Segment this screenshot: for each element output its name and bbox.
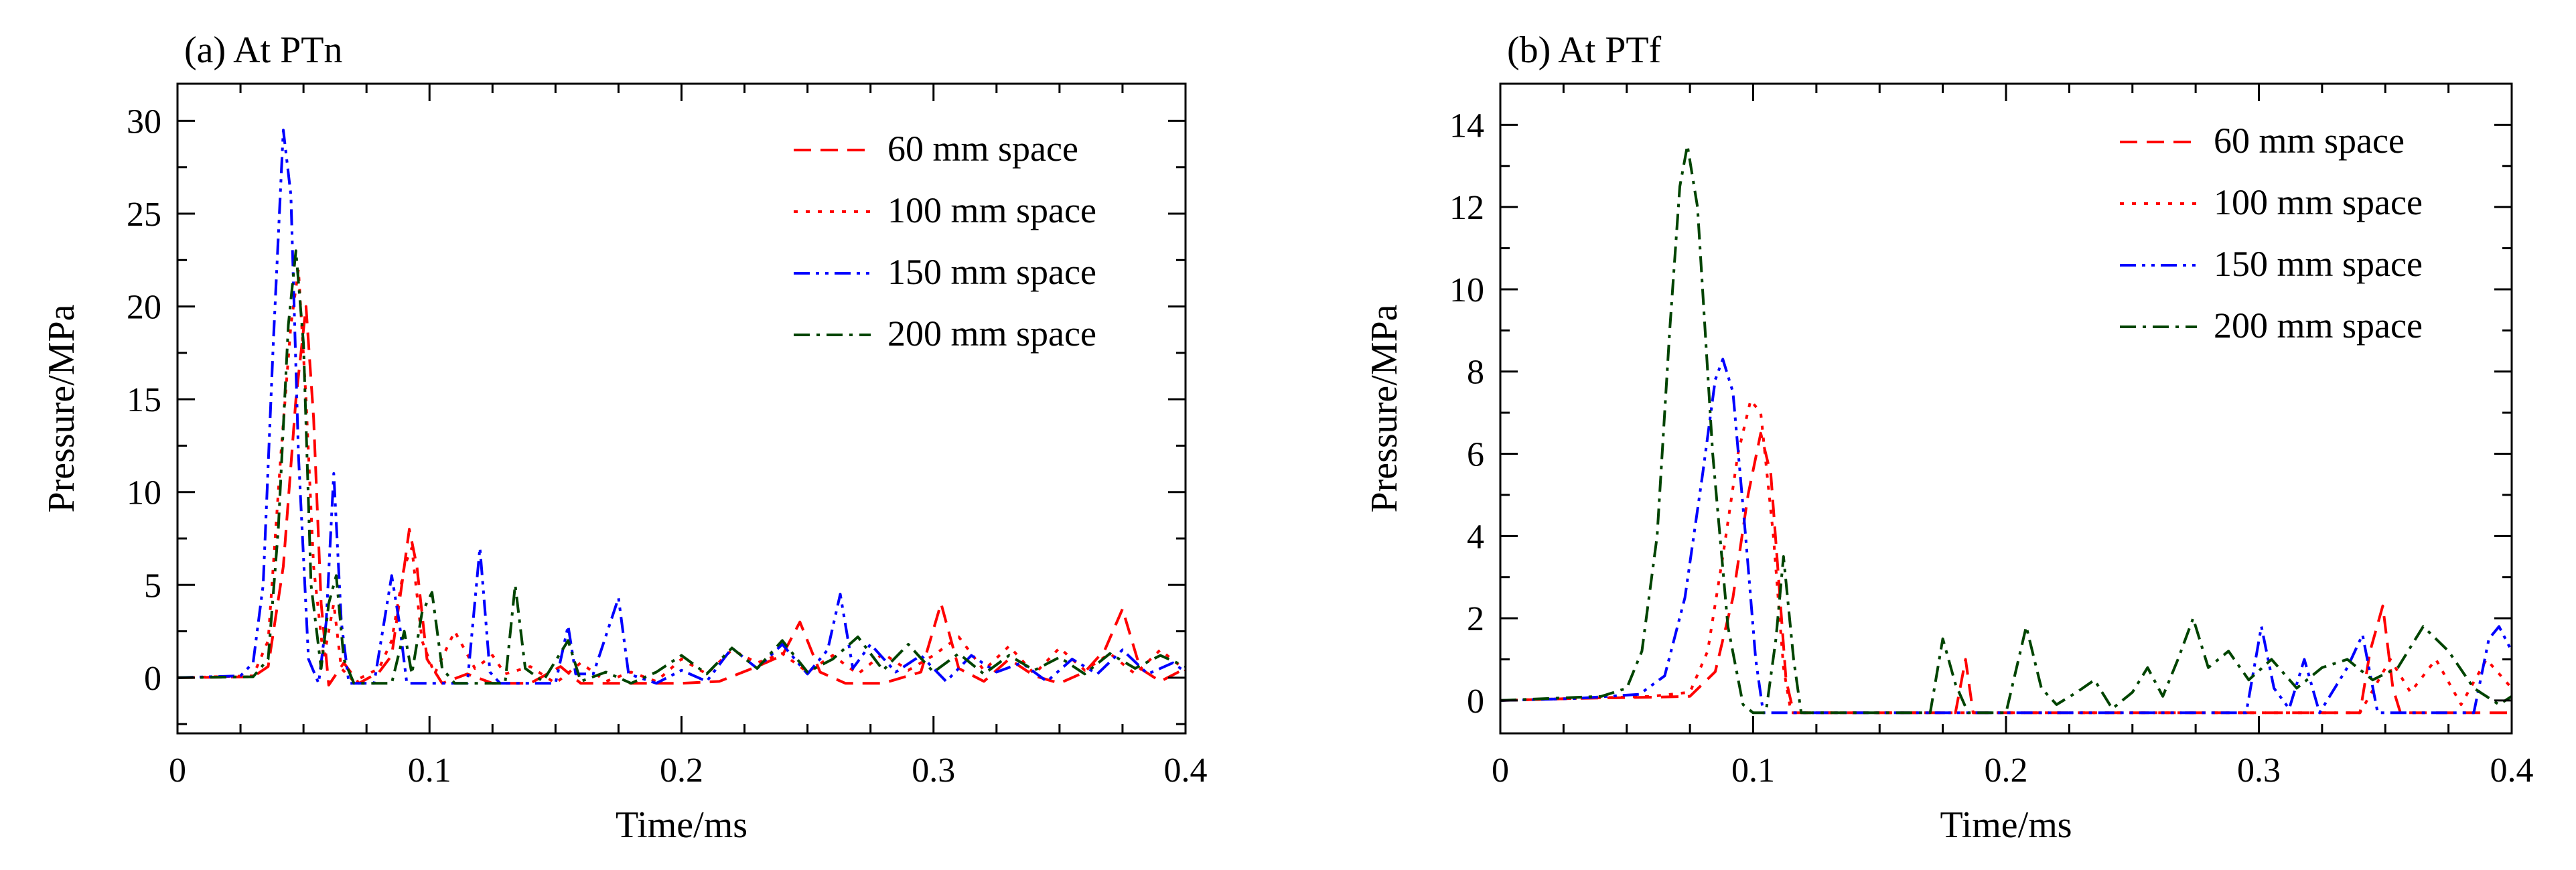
series-line-60-mm-space (1500, 431, 2512, 715)
legend: 60 mm space 100 mm space 150 mm space 200 m… (2120, 121, 2423, 346)
legend-label: 100 mm space (887, 190, 1096, 230)
x-tick-label: 0.4 (2490, 751, 2534, 790)
y-tick-label: 15 (127, 381, 161, 419)
y-tick-label: 4 (1467, 518, 1484, 556)
plot-frame (176, 82, 1187, 735)
y-tick-label: 12 (1449, 189, 1484, 227)
legend-label: 200 mm space (887, 313, 1096, 354)
y-tick-label: 6 (1467, 436, 1484, 474)
series-line-150-mm-space (1500, 358, 2512, 715)
legend-label: 100 mm space (2214, 182, 2423, 222)
chart-panel-pressure-at-ptn: 0 0.1 0.2 0.3 0.4 0 5 10 15 20 25 30 (a) At PTn Time/… (41, 29, 1208, 846)
y-tick-label: 10 (1449, 271, 1484, 309)
y-axis-title: Pressure/MPa (41, 304, 82, 512)
legend-label: 60 mm space (2214, 121, 2405, 161)
x-axis-title: Time/ms (616, 804, 747, 846)
series-line-60-mm-space (177, 305, 1186, 686)
series-lines (1500, 144, 2512, 715)
y-tick-label: 5 (144, 567, 161, 605)
legend-label: 150 mm space (887, 252, 1096, 292)
x-tick-label: 0.2 (1985, 751, 2028, 790)
x-axis-title: Time/ms (1940, 804, 2072, 846)
y-tick-label: 8 (1467, 354, 1484, 392)
y-tick-label: 14 (1449, 106, 1484, 145)
x-tick-label: 0.3 (2237, 751, 2281, 790)
legend-label: 60 mm space (887, 129, 1078, 169)
x-tick-label: 0.2 (660, 751, 703, 790)
y-tick-label: 10 (127, 474, 161, 512)
y-tick-label: 25 (127, 196, 161, 234)
series-line-100-mm-space (1500, 398, 2512, 715)
x-tick-label: 0 (169, 751, 186, 790)
y-tick-label: 0 (144, 660, 161, 698)
x-tick-label: 0.1 (1731, 751, 1775, 790)
y-axis-title: Pressure/MPa (1364, 304, 1405, 512)
plot-frame (1499, 82, 2513, 735)
x-tick-label: 0 (1492, 751, 1509, 790)
panel-title: (b) At PTf (1507, 29, 1662, 71)
panel-title: (a) At PTn (184, 29, 342, 71)
y-tick-label: 0 (1467, 682, 1484, 721)
legend-label: 150 mm space (2214, 244, 2423, 284)
series-line-200-mm-space (1500, 144, 2512, 715)
chart-panel-pressure-at-ptf: 0 0.1 0.2 0.3 0.4 0 2 4 6 8 10 12 14 (b) At PTf Time/m… (1364, 29, 2534, 846)
x-tick-label: 0.4 (1164, 751, 1208, 790)
y-tick-label: 20 (127, 289, 161, 327)
series-lines (177, 129, 1186, 686)
legend-label: 200 mm space (2214, 305, 2423, 346)
y-tick-label: 30 (127, 102, 161, 141)
series-line-150-mm-space (177, 129, 1186, 685)
x-tick-label: 0.1 (408, 751, 451, 790)
y-tick-label: 2 (1467, 600, 1484, 638)
legend: 60 mm space 100 mm space 150 mm space 200 m… (794, 129, 1096, 354)
x-tick-label: 0.3 (912, 751, 955, 790)
